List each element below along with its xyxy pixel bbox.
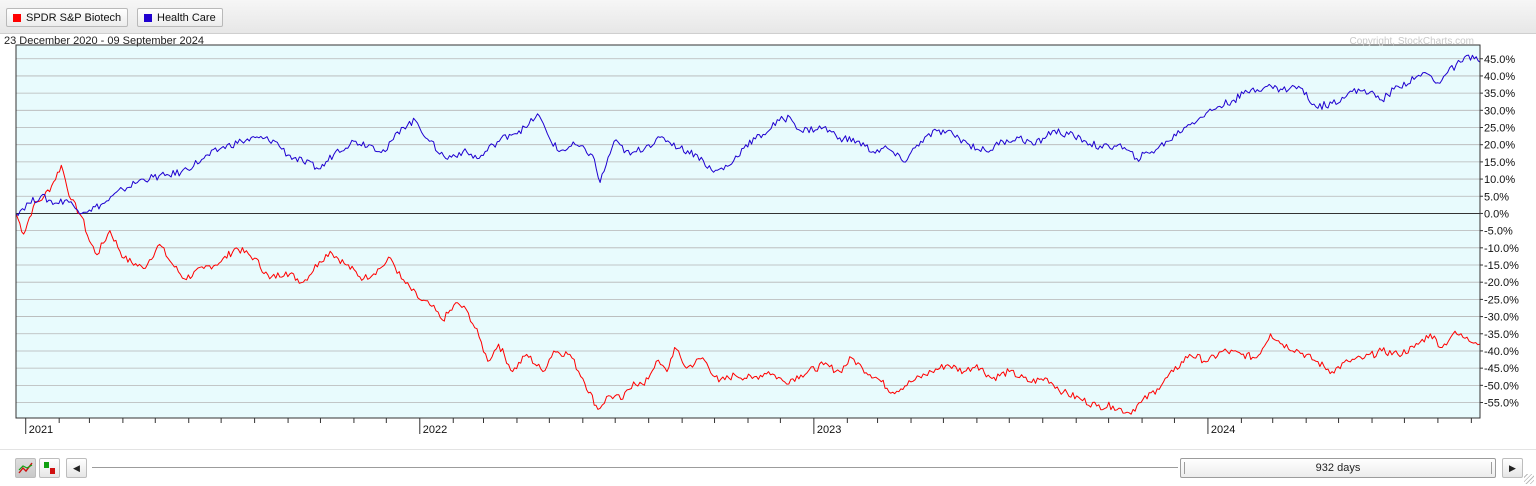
- legend-toolbar: SPDR S&P Biotech Health Care: [0, 0, 1536, 34]
- resize-grip[interactable]: [1524, 474, 1534, 484]
- y-tick-label: -5.0%: [1484, 226, 1513, 238]
- y-tick-label: -15.0%: [1484, 260, 1519, 272]
- scroll-thumb[interactable]: 932 days: [1180, 458, 1496, 478]
- line-chart-icon: [18, 462, 33, 474]
- y-tick-label: 40.0%: [1484, 71, 1515, 83]
- copyright-label: Copyright, StockCharts.com: [1350, 36, 1475, 47]
- y-tick-label: -30.0%: [1484, 312, 1519, 324]
- y-tick-label: -20.0%: [1484, 277, 1519, 289]
- series-line-spdr-s-p-biotech: [15, 164, 1481, 415]
- y-tick-label: 25.0%: [1484, 123, 1515, 135]
- y-tick-label: -55.0%: [1484, 398, 1519, 410]
- legend-item-spdr-sp-biotech[interactable]: SPDR S&P Biotech: [6, 8, 129, 27]
- y-tick-label: -35.0%: [1484, 329, 1519, 341]
- thumb-label: 932 days: [1315, 462, 1361, 474]
- left-arrow-icon: ◀: [73, 462, 80, 473]
- performance-chart: 45.0% 40.0% 35.0% 30.0% 25.0% 20.0% 15.0% 10.0%…: [4, 35, 1519, 436]
- series-line-health-care: [15, 54, 1481, 216]
- x-year-label: 2023: [817, 424, 841, 436]
- y-tick-label: 30.0%: [1484, 105, 1515, 117]
- y-tick-label: 0.0%: [1484, 208, 1509, 220]
- line-chart-button[interactable]: [15, 458, 36, 478]
- y-tick-label: 10.0%: [1484, 174, 1515, 186]
- y-tick-label: -45.0%: [1484, 363, 1519, 375]
- up-down-bars-button[interactable]: [39, 458, 60, 478]
- scroll-track[interactable]: [92, 467, 1178, 468]
- up-down-bars-icon: [44, 462, 55, 474]
- y-tick-label: 35.0%: [1484, 88, 1515, 100]
- legend-label: SPDR S&P Biotech: [26, 12, 122, 24]
- x-year-label: 2024: [1211, 424, 1235, 436]
- x-year-label: 2021: [29, 424, 53, 436]
- y-tick-label: 45.0%: [1484, 54, 1515, 66]
- date-range-label: 23 December 2020 - 09 September 2024: [4, 35, 204, 47]
- blue-swatch-icon: [144, 14, 152, 22]
- right-arrow-icon: ▶: [1509, 462, 1516, 473]
- legend-item-health-care[interactable]: Health Care: [137, 8, 223, 27]
- x-year-label: 2022: [423, 424, 447, 436]
- legend-label: Health Care: [157, 12, 216, 24]
- scroll-left-button[interactable]: ◀: [66, 458, 87, 478]
- y-tick-label: -50.0%: [1484, 380, 1519, 392]
- red-swatch-icon: [13, 14, 21, 22]
- y-tick-label: -25.0%: [1484, 294, 1519, 306]
- scroll-right-button[interactable]: ▶: [1502, 458, 1523, 478]
- y-tick-label: 20.0%: [1484, 140, 1515, 152]
- chart-footer: ◀ 932 days ▶: [0, 449, 1536, 486]
- y-tick-label: -40.0%: [1484, 346, 1519, 358]
- y-tick-label: 5.0%: [1484, 191, 1509, 203]
- y-tick-label: -10.0%: [1484, 243, 1519, 255]
- plot-area: [16, 45, 1480, 418]
- y-tick-label: 15.0%: [1484, 157, 1515, 169]
